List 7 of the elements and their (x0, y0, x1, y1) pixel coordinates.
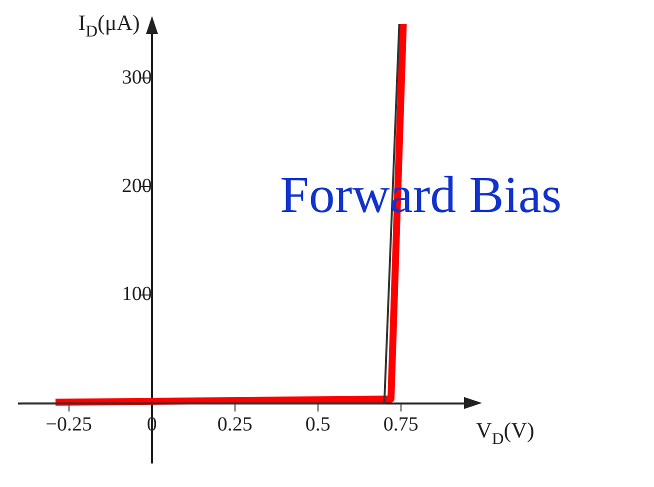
y-tick-label: 100 (122, 283, 152, 306)
x-tick-label: 0.75 (383, 414, 418, 436)
x-tick-label: −0.25 (46, 414, 92, 436)
x-tick-label: 0.5 (305, 414, 330, 436)
y-tick-label: 200 (122, 174, 152, 197)
y-tick-label: 300 (122, 66, 152, 88)
x-tick-label: 0.25 (217, 414, 252, 436)
